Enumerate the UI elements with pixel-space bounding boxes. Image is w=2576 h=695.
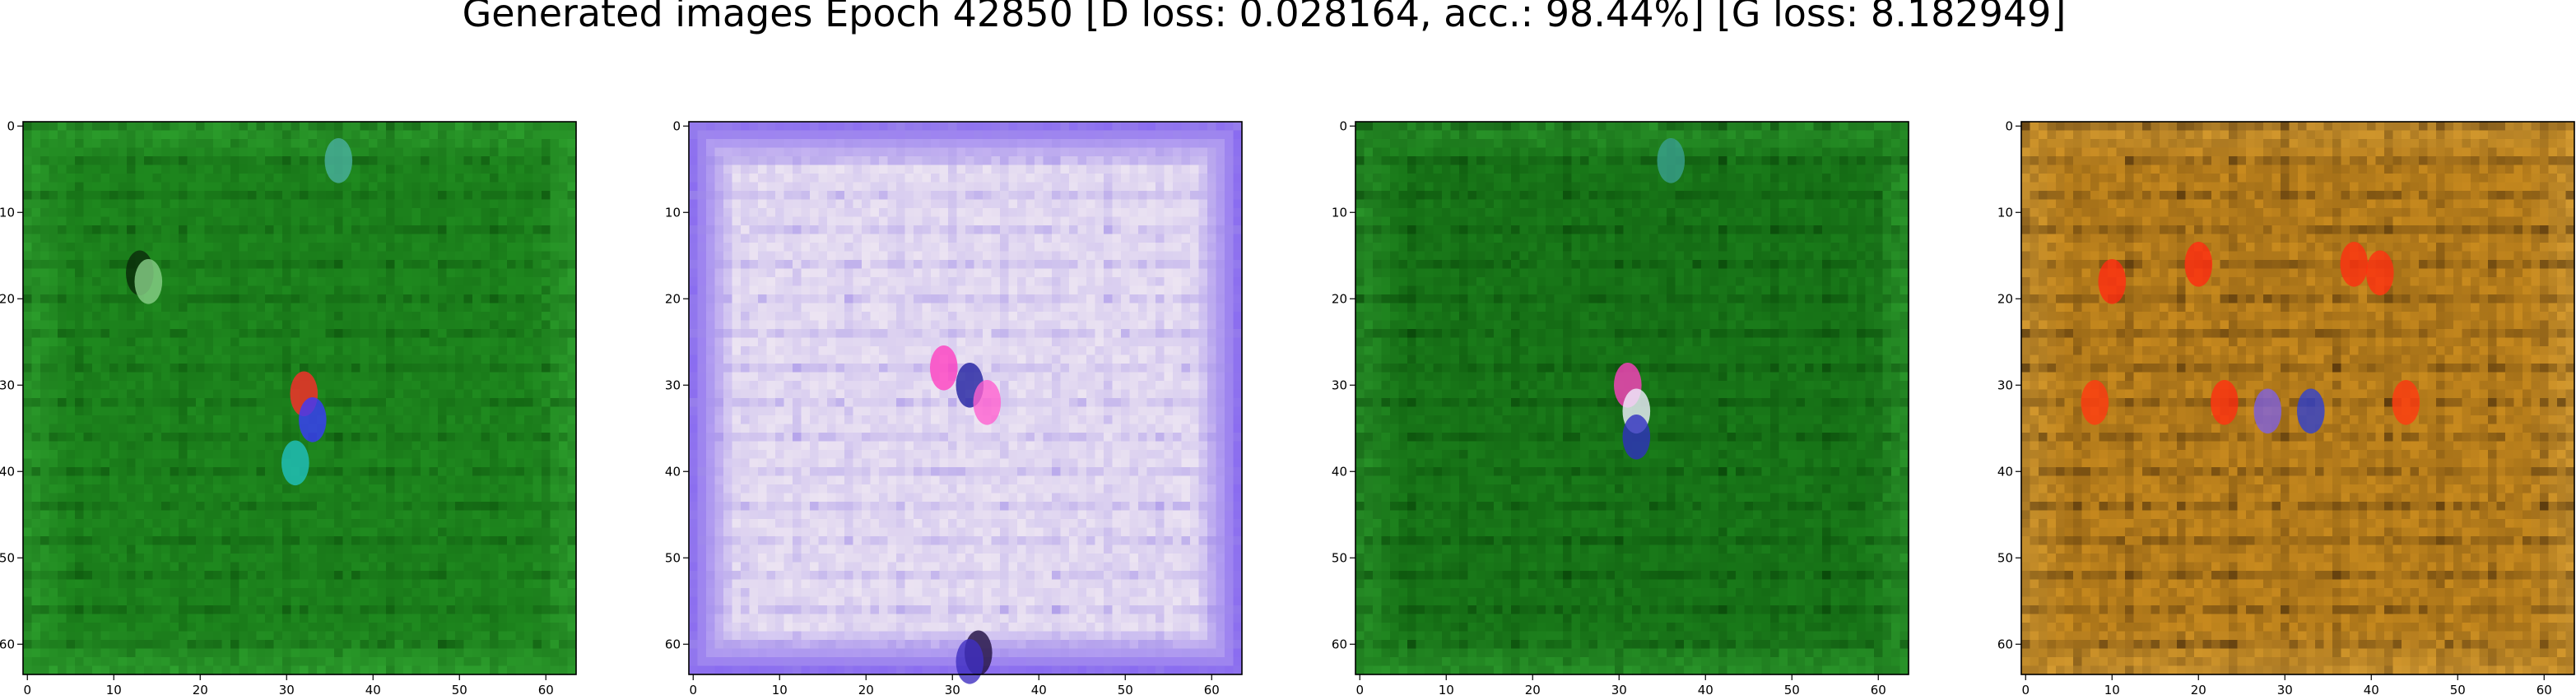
- x-tick-label: 30: [279, 683, 295, 695]
- x-tick-label: 60: [2536, 683, 2552, 695]
- highlight-mark-4: [1657, 138, 1686, 183]
- y-tick-label: 30: [1997, 378, 2013, 392]
- highlight-mark-9: [2253, 388, 2282, 434]
- highlight-marks: [1614, 138, 1686, 460]
- pixel-grid: [23, 122, 577, 675]
- x-tick-label: 50: [1784, 683, 1800, 695]
- x-tick-label: 20: [2191, 683, 2206, 695]
- x-tick-label: 20: [858, 683, 874, 695]
- x-tick-label: 60: [1204, 683, 1220, 695]
- axes-frame: [22, 121, 577, 675]
- y-tick-label: 30: [0, 378, 15, 392]
- x-tick-label: 10: [106, 683, 122, 695]
- highlight-mark-3: [973, 380, 1002, 425]
- highlight-mark-5: [134, 259, 163, 304]
- x-tick-label: 50: [452, 683, 467, 695]
- x-tick-label: 20: [1525, 683, 1541, 695]
- y-tick-label: 60: [665, 637, 681, 651]
- y-tick-label: 0: [2005, 118, 2013, 133]
- x-tick-label: 0: [2021, 683, 2030, 695]
- y-tick-label: 0: [672, 118, 681, 133]
- image-panel-2: 0 10 20 30 40 50 60 0 10 20 30 40 50 60: [665, 118, 1243, 695]
- highlight-mark-4: [2366, 250, 2394, 296]
- y-tick-label: 20: [0, 291, 15, 306]
- y-tick-label: 10: [0, 205, 15, 220]
- x-tick-label: 10: [1439, 683, 1454, 695]
- highlight-mark-2: [299, 397, 327, 442]
- highlight-mark-3: [281, 440, 309, 486]
- image-panel-1: 0 10 20 30 40 50 60 0 10 20 30 40 50 60: [0, 118, 577, 695]
- x-tick-label: 30: [1611, 683, 1627, 695]
- y-tick-label: 40: [1997, 464, 2013, 479]
- highlight-mark-5: [2081, 380, 2109, 425]
- axes-frame: [2020, 121, 2575, 675]
- x-tick-label: 60: [538, 683, 554, 695]
- highlight-mark-1: [930, 345, 958, 391]
- x-tick-label: 40: [2364, 683, 2379, 695]
- y-tick-label: 60: [0, 637, 15, 651]
- y-tick-label: 20: [1997, 291, 2013, 306]
- y-tick-label: 20: [665, 291, 681, 306]
- x-tick-label: 40: [365, 683, 381, 695]
- y-tick-label: 60: [1997, 637, 2013, 651]
- highlight-mark-6: [2211, 380, 2239, 425]
- y-tick-label: 30: [665, 378, 681, 392]
- y-tick-label: 40: [1332, 464, 1347, 479]
- highlight-mark-5: [956, 639, 984, 684]
- highlight-marks: [126, 138, 353, 486]
- x-tick-label: 30: [945, 683, 960, 695]
- y-tick-label: 0: [7, 118, 15, 133]
- x-tick-label: 40: [1031, 683, 1047, 695]
- y-tick-label: 50: [1332, 550, 1347, 565]
- image-panel-3: 0 10 20 30 40 50 60 0 10 20 30 40 50 60: [1332, 118, 1909, 695]
- y-tick-label: 20: [1332, 291, 1347, 306]
- y-tick-label: 40: [665, 464, 681, 479]
- axes-frame: [688, 121, 1243, 675]
- x-tick-label: 0: [1355, 683, 1364, 695]
- x-tick-label: 0: [23, 683, 31, 695]
- x-tick-label: 10: [772, 683, 788, 695]
- y-tick-label: 40: [0, 464, 15, 479]
- x-tick-label: 40: [1698, 683, 1713, 695]
- y-tick-label: 50: [665, 550, 681, 565]
- y-tick-label: 50: [1997, 550, 2013, 565]
- pixel-grid: [689, 122, 1243, 675]
- y-tick-label: 10: [1997, 205, 2013, 220]
- x-tick-label: 20: [193, 683, 208, 695]
- x-tick-label: 0: [689, 683, 697, 695]
- y-tick-label: 0: [1339, 118, 1347, 133]
- highlight-mark-2: [2184, 242, 2213, 287]
- figure-title: Generated images Epoch 42850 [D loss: 0.…: [463, 0, 2067, 35]
- pixel-grid: [2021, 122, 2575, 675]
- x-tick-label: 50: [1118, 683, 1133, 695]
- y-tick-label: 10: [1332, 205, 1347, 220]
- highlight-mark-7: [2392, 380, 2420, 425]
- x-tick-label: 60: [1871, 683, 1886, 695]
- x-tick-label: 50: [2450, 683, 2466, 695]
- highlight-mark-3: [1622, 415, 1651, 460]
- highlight-marks: [930, 345, 1002, 684]
- pixel-grid: [1355, 122, 1909, 675]
- highlight-mark-6: [324, 138, 353, 183]
- y-tick-label: 50: [0, 550, 15, 565]
- y-tick-label: 30: [1332, 378, 1347, 392]
- highlight-mark-8: [2297, 388, 2325, 434]
- highlight-mark-1: [2098, 259, 2127, 304]
- image-panel-4: 0 10 20 30 40 50 60 0 10 20 30 40 50 60: [1997, 118, 2575, 695]
- x-tick-label: 30: [2277, 683, 2293, 695]
- axes-frame: [1355, 121, 1909, 675]
- x-tick-label: 10: [2104, 683, 2120, 695]
- y-tick-label: 60: [1332, 637, 1347, 651]
- highlight-mark-3: [2340, 242, 2369, 287]
- highlight-marks: [2081, 242, 2420, 434]
- y-tick-label: 10: [665, 205, 681, 220]
